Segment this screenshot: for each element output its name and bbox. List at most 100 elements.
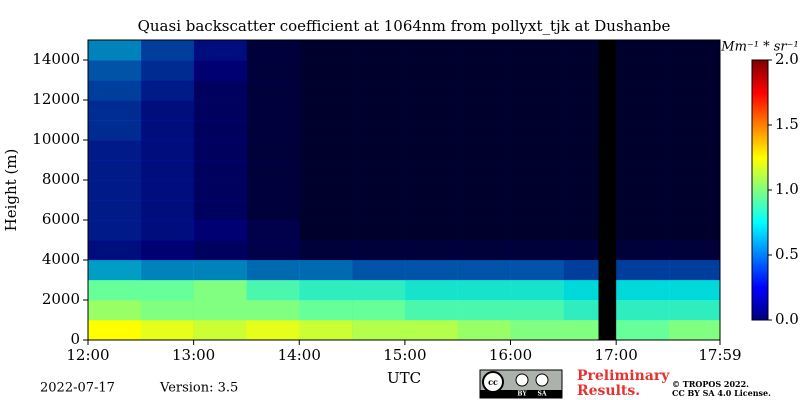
colorbar-segment [752,110,768,113]
colorbar-segment [752,276,768,279]
heatmap-cell [140,160,194,181]
heatmap-cell [668,180,721,201]
colorbar-segment [752,300,768,303]
colorbar-segment [752,222,768,225]
heatmap-cell [140,300,194,321]
heatmap-cell [352,100,406,121]
colorbar-segment [752,114,768,117]
colorbar-segment [752,314,768,317]
x-tick-label: 17:00 [595,346,638,364]
colorbar-segment [752,204,768,207]
heatmap-cell [299,280,353,301]
colorbar-tick-label: 2.0 [775,50,799,68]
copyright-line-1: © TROPOS 2022. [672,379,749,389]
colorbar-segment [752,94,768,97]
colorbar-segment [752,86,768,89]
colorbar-segment [752,234,768,237]
heatmap-cell [404,320,459,341]
heatmap-cell [193,60,247,81]
colorbar-segment [752,312,768,315]
colorbar-segment [752,68,768,71]
colorbar-segment [752,200,768,203]
heatmap-cell [246,260,300,281]
heatmap-cell [510,100,564,121]
colorbar-segment [752,122,768,125]
heatmap-cell [563,320,599,341]
heatmap-cell [140,180,194,201]
heatmap-cell [404,120,459,141]
heatmap-cell [246,240,300,261]
heatmap-cell [88,200,142,221]
colorbar-tick-label: 1.0 [775,180,799,198]
heatmap-cell [510,300,564,321]
heatmap-cell [246,160,300,181]
colorbar-segment [752,64,768,67]
colorbar-segment [752,176,768,179]
heatmap-cell [457,200,511,221]
colorbar-segment [752,170,768,173]
heatmap-cell [563,100,599,121]
heatmap-cell [88,260,142,281]
colorbar-segment [752,74,768,77]
colorbar-segment [752,302,768,305]
heatmap-cell [299,140,353,161]
heatmap-cell [668,100,721,121]
x-tick-label: 17:59 [698,346,741,364]
colorbar-segment [752,212,768,215]
colorbar-segment [752,162,768,165]
heatmap-cell [193,80,247,101]
heatmap-cell [668,240,721,261]
heatmap-cell [457,320,511,341]
heatmap-cell [510,120,564,141]
heatmap-cell [510,280,564,301]
colorbar-segment [752,232,768,235]
heatmap-cell [563,120,599,141]
colorbar-segment [752,290,768,293]
heatmap-cell [404,240,459,261]
colorbar-tick-label: 0.5 [775,245,799,263]
heatmap-cell [140,60,194,81]
y-axis-label: Height (m) [2,149,20,232]
heatmap-cell [668,260,721,281]
colorbar-segment [752,282,768,285]
heatmap-cell [563,240,599,261]
heatmap-cell [510,40,564,61]
heatmap-cell [668,120,721,141]
y-tick-label: 14000 [32,50,80,68]
colorbar-segment [752,246,768,249]
heatmap-cell [352,220,406,241]
heatmap-cell [616,120,670,141]
version: Version: 3.5 [159,381,238,396]
heatmap-cell [563,220,599,241]
heatmap-cell [510,220,564,241]
heatmap-cell [88,40,142,61]
colorbar-segment [752,90,768,93]
colorbar-segment [752,188,768,191]
copyright-line-2: CC BY SA 4.0 License. [672,388,771,398]
heatmap-cell [352,60,406,81]
heatmap-cell [246,120,300,141]
x-axis-label: UTC [387,369,421,387]
colorbar-segment [752,186,768,189]
heatmap-cell [140,220,194,241]
colorbar-segment [752,310,768,313]
heatmap-cell [616,180,670,201]
heatmap-cell [616,240,670,261]
badge-sa-icon [535,373,549,387]
heatmap-cell [88,80,142,101]
colorbar-segment [752,194,768,197]
heatmap-cell [457,180,511,201]
colorbar-segment [752,142,768,145]
colorbar-segment [752,172,768,175]
colorbar-segment [752,112,768,115]
heatmap-cell [563,180,599,201]
badge-sa: SA [538,391,547,398]
colorbar-segment [752,78,768,81]
heatmap-cell [352,80,406,101]
heatmap-cell [246,300,300,321]
y-tick-label: 2000 [42,290,80,308]
colorbar-segment [752,274,768,277]
heatmap-cell [140,240,194,261]
heatmap-cell [404,100,459,121]
colorbar-segment [752,166,768,169]
